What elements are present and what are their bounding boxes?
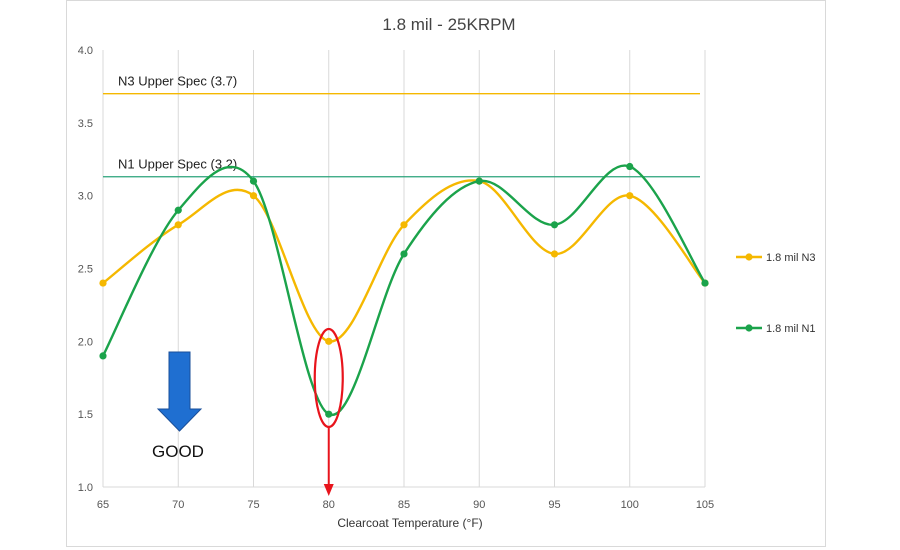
x-tick-label: 80	[323, 499, 335, 511]
x-tick-label: 85	[398, 499, 410, 511]
reference-line-label: N1 Upper Spec (3.2)	[118, 157, 237, 172]
data-point	[99, 279, 107, 287]
y-tick-label: 2.5	[78, 264, 93, 276]
data-point	[174, 221, 182, 229]
x-axis-label: Clearcoat Temperature (°F)	[337, 516, 482, 530]
grid-layer	[102, 50, 706, 487]
series-layer	[99, 162, 709, 418]
data-point	[249, 177, 258, 185]
data-point	[325, 337, 333, 345]
data-point	[174, 206, 182, 214]
reference-lines: N3 Upper Spec (3.7) N1 Upper Spec (3.2)	[103, 74, 700, 178]
highlight-arrow-head	[323, 484, 334, 496]
data-point	[626, 162, 634, 171]
data-point	[550, 250, 559, 258]
legend: 1.8 mil N3 1.8 mil N1	[736, 252, 816, 335]
x-tick-label: 70	[172, 499, 184, 511]
data-point	[475, 177, 483, 185]
y-tick-label: 4.0	[78, 45, 93, 57]
data-point	[400, 250, 408, 258]
x-tick-label: 90	[473, 499, 485, 511]
x-tick-label: 65	[97, 499, 109, 511]
x-tick-label: 95	[548, 499, 560, 511]
y-tick-label: 3.0	[78, 191, 93, 203]
data-point	[550, 221, 559, 229]
data-point	[249, 192, 258, 200]
data-point	[99, 352, 107, 360]
x-tick-label: 75	[247, 499, 259, 511]
good-label: GOOD	[152, 442, 204, 461]
y-tick-label: 2.0	[78, 336, 93, 348]
y-tick-label: 1.0	[78, 482, 93, 494]
axis-layer: 65 70 75 80 85 90 95 100 105 1.0 1.5 2.0 2.5 3.0 3.5 4.…	[78, 45, 714, 511]
y-tick-label: 3.5	[78, 118, 93, 130]
series-line	[102, 179, 706, 343]
x-tick-label: 100	[621, 499, 639, 511]
legend-marker	[745, 324, 753, 332]
y-tick-label: 1.5	[78, 409, 93, 421]
data-point	[626, 192, 634, 200]
legend-marker	[745, 253, 753, 261]
data-point	[701, 279, 709, 287]
reference-line-label: N3 Upper Spec (3.7)	[118, 74, 237, 89]
annotations: GOOD	[152, 327, 344, 496]
legend-entry: 1.8 mil N3	[766, 252, 816, 264]
chart-title: 1.8 mil - 25KRPM	[382, 15, 515, 34]
data-point	[325, 410, 333, 418]
good-arrow	[156, 351, 203, 432]
legend-entry: 1.8 mil N1	[766, 323, 816, 335]
x-tick-label: 105	[696, 499, 714, 511]
data-point	[400, 221, 408, 229]
series-line	[101, 164, 707, 416]
